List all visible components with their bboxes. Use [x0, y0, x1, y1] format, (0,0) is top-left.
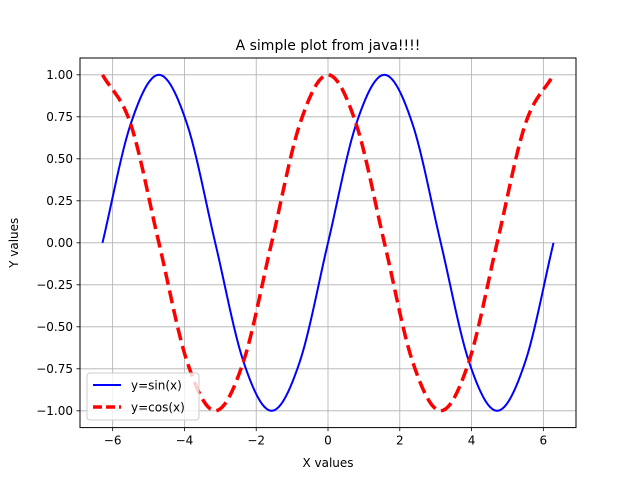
- y-tick-label: 0.50: [46, 152, 73, 166]
- x-tick-label: 2: [396, 434, 404, 448]
- legend: y=sin(x) y=cos(x): [86, 372, 200, 421]
- y-tick-label: −0.25: [36, 278, 73, 292]
- axis-ticks: −6 −4 −2 0 2 4 6 −1.00 −0.75 −0.50 −0.25 0.00 0.25 0.…: [36, 68, 547, 448]
- y-tick-label: 0.75: [46, 110, 73, 124]
- y-axis-label: Y values: [7, 218, 21, 269]
- x-tick-label: 4: [468, 434, 476, 448]
- y-tick-label: −1.00: [36, 404, 73, 418]
- y-tick-label: −0.75: [36, 362, 73, 376]
- y-tick-label: 1.00: [46, 68, 73, 82]
- x-axis-label: X values: [302, 456, 353, 470]
- series-line-sin: [101, 73, 555, 412]
- x-tick-label: −2: [247, 434, 265, 448]
- chart-title: A simple plot from java!!!!: [236, 38, 421, 54]
- y-tick-label: 0.25: [46, 194, 73, 208]
- series-layer: [101, 73, 555, 413]
- y-tick-label: −0.50: [36, 320, 73, 334]
- x-tick-label: −4: [176, 434, 194, 448]
- x-tick-label: −6: [104, 434, 122, 448]
- x-tick-label: 0: [324, 434, 332, 448]
- legend-label-cos: y=cos(x): [131, 401, 185, 415]
- x-tick-label: 6: [540, 434, 548, 448]
- y-tick-label: 0.00: [46, 236, 73, 250]
- legend-label-sin: y=sin(x): [131, 379, 182, 393]
